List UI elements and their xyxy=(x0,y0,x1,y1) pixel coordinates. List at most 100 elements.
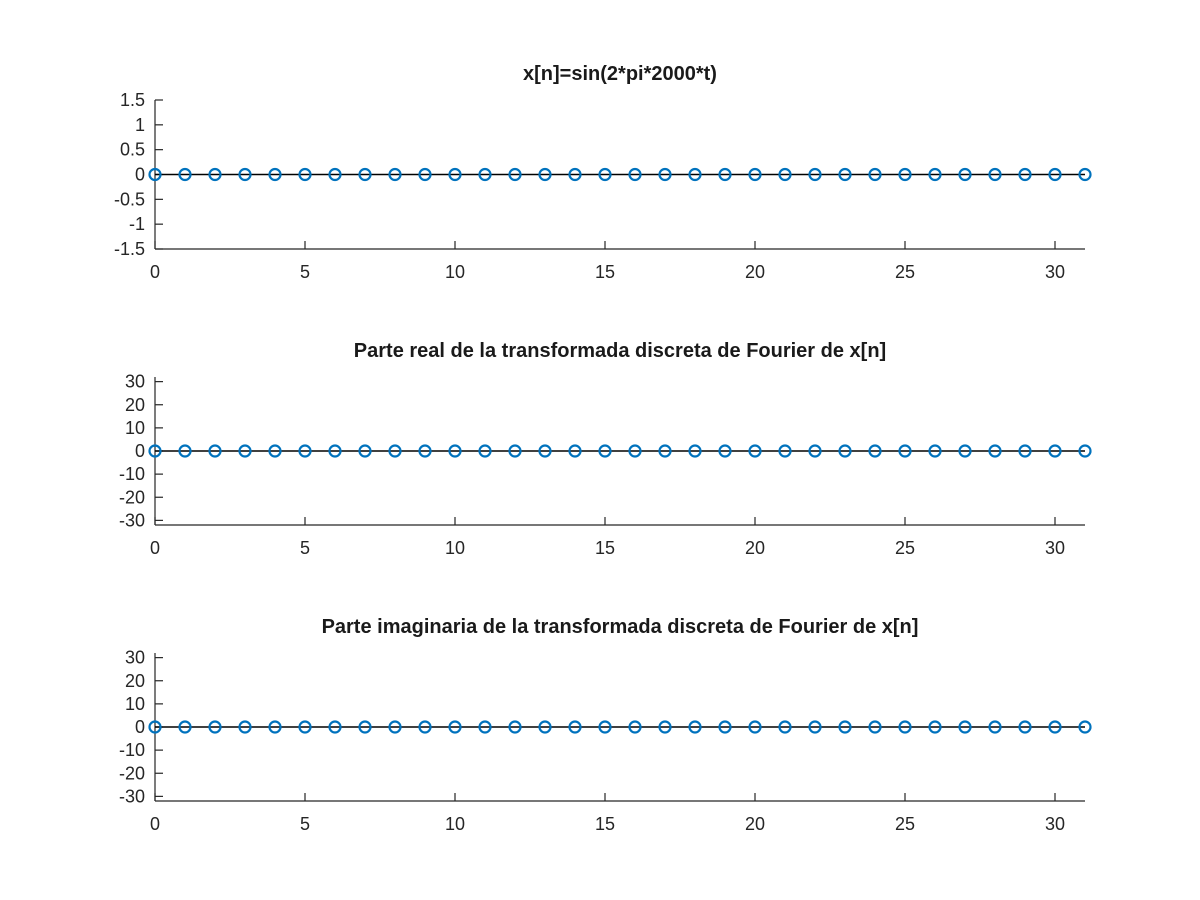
y-tick-label: 10 xyxy=(125,694,145,714)
stem-marker xyxy=(178,720,192,734)
y-tick-label: -10 xyxy=(119,464,145,484)
stem-marker xyxy=(928,720,942,734)
y-tick-label: 30 xyxy=(125,372,145,392)
stem-marker xyxy=(328,167,342,182)
stem-marker xyxy=(718,444,732,458)
y-tick-label: 0 xyxy=(135,441,145,461)
stem-marker xyxy=(778,720,792,734)
x-tick-label: 20 xyxy=(745,814,765,834)
stem-marker xyxy=(898,444,912,458)
x-tick-label: 20 xyxy=(745,538,765,558)
x-tick-label: 30 xyxy=(1045,538,1065,558)
stem-marker xyxy=(838,167,852,182)
x-tick-label: 15 xyxy=(595,538,615,558)
x-tick-label: 25 xyxy=(895,814,915,834)
stem-marker xyxy=(508,167,522,182)
stem-marker xyxy=(748,444,762,458)
x-tick-label: 10 xyxy=(445,538,465,558)
subplot-2: Parte real de la transformada discreta d… xyxy=(119,340,1092,558)
y-tick-label: 0.5 xyxy=(120,140,145,160)
stem-marker xyxy=(1078,167,1092,182)
x-tick-label: 5 xyxy=(300,538,310,558)
stem-marker xyxy=(598,444,612,458)
x-tick-label: 15 xyxy=(595,814,615,834)
stem-marker xyxy=(1078,720,1092,734)
stem-marker xyxy=(418,167,432,182)
stem-marker xyxy=(868,167,882,182)
stem-marker xyxy=(298,444,312,458)
stem-marker xyxy=(178,167,192,182)
stem-marker xyxy=(358,720,372,734)
stem-marker xyxy=(1018,444,1032,458)
x-tick-label: 0 xyxy=(150,262,160,282)
y-tick-label: -10 xyxy=(119,740,145,760)
y-tick-label: 10 xyxy=(125,418,145,438)
y-tick-label: -30 xyxy=(119,786,145,806)
x-tick-label: 0 xyxy=(150,814,160,834)
stem-marker xyxy=(598,720,612,734)
stem-marker xyxy=(268,720,282,734)
stem-marker xyxy=(1078,444,1092,458)
stem-marker xyxy=(688,167,702,182)
x-tick-label: 0 xyxy=(150,538,160,558)
x-tick-label: 20 xyxy=(745,262,765,282)
stem-marker xyxy=(538,720,552,734)
stem-marker xyxy=(238,167,252,182)
stem-marker xyxy=(148,167,162,182)
stem-marker xyxy=(778,167,792,182)
stem-marker xyxy=(358,444,372,458)
stem-marker xyxy=(328,720,342,734)
stem-marker xyxy=(478,720,492,734)
x-tick-label: 30 xyxy=(1045,262,1065,282)
stem-marker xyxy=(748,720,762,734)
stem-marker xyxy=(418,444,432,458)
x-tick-label: 5 xyxy=(300,814,310,834)
y-tick-label: -20 xyxy=(119,487,145,507)
stem-marker xyxy=(628,720,642,734)
subplot-3: Parte imaginaria de la transformada disc… xyxy=(119,616,1092,834)
stem-marker xyxy=(658,444,672,458)
stem-marker xyxy=(718,167,732,182)
stem-marker xyxy=(478,444,492,458)
stem-marker xyxy=(388,720,402,734)
y-tick-label: -0.5 xyxy=(114,189,145,209)
y-tick-label: -30 xyxy=(119,510,145,530)
x-tick-label: 30 xyxy=(1045,814,1065,834)
x-tick-label: 25 xyxy=(895,538,915,558)
stem-marker xyxy=(568,444,582,458)
stem-marker xyxy=(508,720,522,734)
stem-marker xyxy=(148,444,162,458)
stem-marker xyxy=(988,167,1002,182)
stem-marker xyxy=(538,167,552,182)
stem-marker xyxy=(628,444,642,458)
stem-marker xyxy=(568,720,582,734)
x-tick-label: 5 xyxy=(300,262,310,282)
stem-marker xyxy=(1048,167,1062,182)
stem-marker xyxy=(1018,167,1032,182)
x-tick-label: 15 xyxy=(595,262,615,282)
stem-marker xyxy=(868,444,882,458)
stem-marker xyxy=(688,444,702,458)
stem-marker xyxy=(628,167,642,182)
stem-marker xyxy=(928,167,942,182)
stem-marker xyxy=(688,720,702,734)
stem-marker xyxy=(448,167,462,182)
stem-marker xyxy=(508,444,522,458)
y-tick-label: 1.5 xyxy=(120,90,145,110)
subplot-title: x[n]=sin(2*pi*2000*t) xyxy=(523,63,717,85)
stem-marker xyxy=(838,720,852,734)
stem-marker xyxy=(838,444,852,458)
stem-marker xyxy=(898,720,912,734)
stem-marker xyxy=(988,720,1002,734)
stem-marker xyxy=(748,167,762,182)
y-tick-label: 20 xyxy=(125,671,145,691)
stem-marker xyxy=(358,167,372,182)
stem-marker xyxy=(958,444,972,458)
y-tick-label: 20 xyxy=(125,395,145,415)
stem-marker xyxy=(418,720,432,734)
stem-marker xyxy=(448,720,462,734)
y-tick-label: 0 xyxy=(135,717,145,737)
stem-marker xyxy=(808,167,822,182)
subplot-1: x[n]=sin(2*pi*2000*t)1.510.50-0.5-1-1.50… xyxy=(114,63,1092,282)
